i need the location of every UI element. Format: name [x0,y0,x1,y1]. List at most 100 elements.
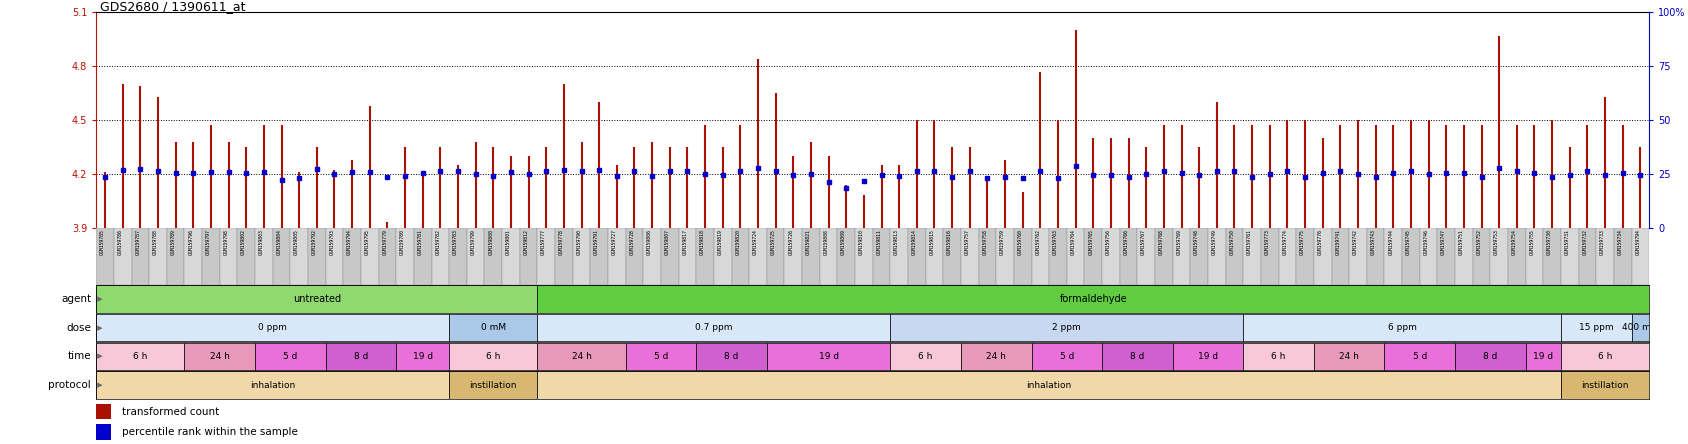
Bar [1384,228,1403,285]
Bar [132,228,149,285]
Bar [361,228,378,285]
Bar [944,228,960,285]
Text: GSM159742: GSM159742 [1354,230,1359,255]
Text: 19 d: 19 d [1533,352,1553,361]
Text: GSM159759: GSM159759 [999,230,1004,255]
Bar [714,228,731,285]
Bar [695,343,766,370]
Text: GSM159773: GSM159773 [1264,230,1269,255]
Text: 6 h: 6 h [1599,352,1612,361]
Text: GSM159724: GSM159724 [753,230,758,255]
Bar [1632,314,1649,341]
Text: GSM159761: GSM159761 [1247,230,1252,255]
Text: GSM159776: GSM159776 [1318,230,1323,255]
Bar [1138,228,1155,285]
Bar [414,228,432,285]
Text: GSM159777: GSM159777 [542,230,547,255]
Bar [1543,228,1561,285]
Bar [679,228,695,285]
Text: GSM159734: GSM159734 [1617,230,1622,255]
Bar [149,228,167,285]
Bar [979,228,996,285]
Bar [96,285,537,313]
Bar [1084,228,1102,285]
Bar [1455,228,1472,285]
Text: 0 ppm: 0 ppm [258,323,287,332]
Text: instillation: instillation [1582,381,1629,389]
Text: GSM159807: GSM159807 [665,230,670,255]
Text: GSM159804: GSM159804 [277,230,282,255]
Text: GSM159820: GSM159820 [736,230,741,255]
Text: 2 ppm: 2 ppm [1052,323,1082,332]
Bar [996,228,1014,285]
Bar [890,228,908,285]
Text: GSM159755: GSM159755 [1529,230,1534,255]
Bar [326,343,397,370]
Bar [1597,228,1614,285]
Text: untreated: untreated [292,294,341,304]
Bar [326,228,343,285]
Text: GSM159754: GSM159754 [1512,230,1518,255]
Bar [1067,228,1084,285]
Text: GSM159733: GSM159733 [1600,230,1605,255]
Text: percentile rank within the sample: percentile rank within the sample [122,427,297,437]
Text: dose: dose [66,323,91,333]
Text: GSM159753: GSM159753 [1494,230,1499,255]
Bar [307,228,326,285]
Bar [1561,228,1578,285]
Text: 15 ppm: 15 ppm [1578,323,1614,332]
Text: GSM159780: GSM159780 [400,230,405,255]
Bar [219,228,238,285]
Text: GSM159756: GSM159756 [1106,230,1111,255]
Text: GSM159790: GSM159790 [577,230,582,255]
Text: GSM159760: GSM159760 [1018,230,1023,255]
Text: GSM159796: GSM159796 [189,230,194,255]
Bar [1526,228,1543,285]
Text: GSM159799: GSM159799 [471,230,476,255]
Text: GSM159767: GSM159767 [1141,230,1146,255]
Bar [1632,228,1649,285]
Text: ▶: ▶ [95,353,103,359]
Text: GSM159795: GSM159795 [365,230,370,255]
Text: GSM159779: GSM159779 [383,230,388,255]
Text: GSM159732: GSM159732 [1582,230,1587,255]
Bar [96,314,449,341]
Bar [960,228,979,285]
Bar [1119,228,1138,285]
Text: GSM159749: GSM159749 [1212,230,1217,255]
Text: GSM159814: GSM159814 [912,230,917,255]
Text: ▶: ▶ [95,325,103,331]
Bar [255,228,273,285]
Text: GSM159781: GSM159781 [417,230,422,255]
Bar [343,228,361,285]
Bar [1313,228,1332,285]
Text: GSM159793: GSM159793 [329,230,334,255]
Bar [484,228,501,285]
Bar [925,228,944,285]
Text: GSM159727: GSM159727 [611,230,616,255]
Bar [1209,228,1225,285]
Text: GSM159778: GSM159778 [559,230,564,255]
Bar [113,228,132,285]
Bar [820,228,837,285]
Bar [1367,228,1384,285]
Bar [643,228,662,285]
Bar [1507,228,1526,285]
Bar [1225,228,1244,285]
Bar [184,343,255,370]
Text: 5 d: 5 d [653,352,668,361]
Bar [1031,343,1102,370]
Bar [1578,228,1597,285]
Bar [1313,343,1384,370]
Text: GSM159788: GSM159788 [154,230,159,255]
Text: GSM159803: GSM159803 [258,230,263,255]
Bar [255,343,326,370]
Bar [1420,228,1438,285]
Text: 6 h: 6 h [486,352,500,361]
Bar [1244,343,1313,370]
Text: 6 h: 6 h [133,352,147,361]
Bar [537,285,1649,313]
Text: GSM159819: GSM159819 [717,230,722,255]
Bar [397,228,414,285]
Text: ▶: ▶ [95,296,103,302]
